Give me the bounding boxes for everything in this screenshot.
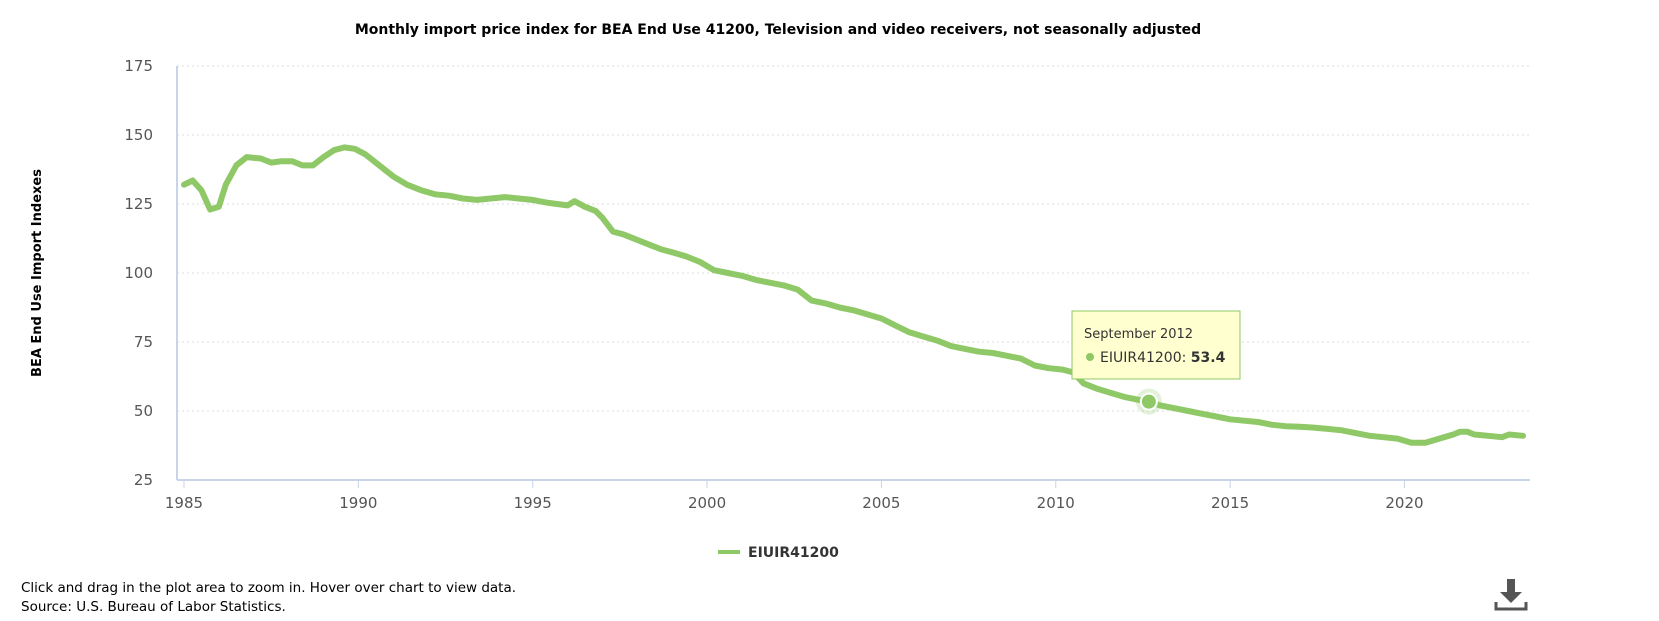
y-tick-label: 50	[134, 402, 153, 420]
tooltip: September 2012 EIUIR41200: 53.4	[1071, 310, 1241, 380]
x-tick-label: 2015	[1211, 494, 1249, 512]
tooltip-series-name: EIUIR41200	[1100, 350, 1182, 366]
x-tick-label: 2000	[688, 494, 726, 512]
y-axis-title: BEA End Use Import Indexes	[30, 169, 45, 377]
tooltip-date: September 2012	[1084, 327, 1193, 342]
chart-title: Monthly import price index for BEA End U…	[355, 22, 1201, 38]
x-tick-label: 1985	[165, 494, 203, 512]
x-tick-label: 2005	[862, 494, 900, 512]
gridlines	[177, 65, 1530, 412]
tooltip-series-marker	[1086, 353, 1094, 361]
y-tick-label: 125	[124, 195, 153, 213]
series-line-EIUIR41200[interactable]	[181, 144, 1526, 446]
zoom-hint: Click and drag in the plot area to zoom …	[21, 580, 517, 596]
legend[interactable]: EIUIR41200	[718, 545, 839, 561]
tick-labels: 25 50 75 100 125 150 175 1985 1990 1995 2000 2005 20…	[124, 57, 1423, 512]
tooltip-box	[1071, 310, 1241, 380]
series-layer[interactable]	[181, 144, 1526, 446]
hover-point[interactable]	[1139, 392, 1158, 411]
x-tick-label: 2010	[1037, 494, 1075, 512]
x-tick-label: 2020	[1385, 494, 1423, 512]
source-note: Source: U.S. Bureau of Labor Statistics.	[21, 599, 286, 615]
legend-label[interactable]: EIUIR41200	[748, 545, 839, 561]
download-button[interactable]	[1493, 576, 1529, 612]
x-tick-label: 1995	[514, 494, 552, 512]
y-tick-label: 25	[134, 471, 153, 489]
tooltip-value: 53.4	[1191, 350, 1226, 366]
y-tick-label: 100	[124, 264, 153, 282]
x-tick-label: 1990	[339, 494, 377, 512]
download-icon	[1494, 579, 1528, 611]
y-tick-label: 175	[124, 57, 153, 75]
tooltip-series-line: EIUIR41200: 53.4	[1100, 350, 1226, 366]
tooltip-separator: :	[1182, 350, 1191, 366]
y-tick-label: 150	[124, 126, 153, 144]
y-tick-label: 75	[134, 333, 153, 351]
axes	[176, 66, 1530, 488]
